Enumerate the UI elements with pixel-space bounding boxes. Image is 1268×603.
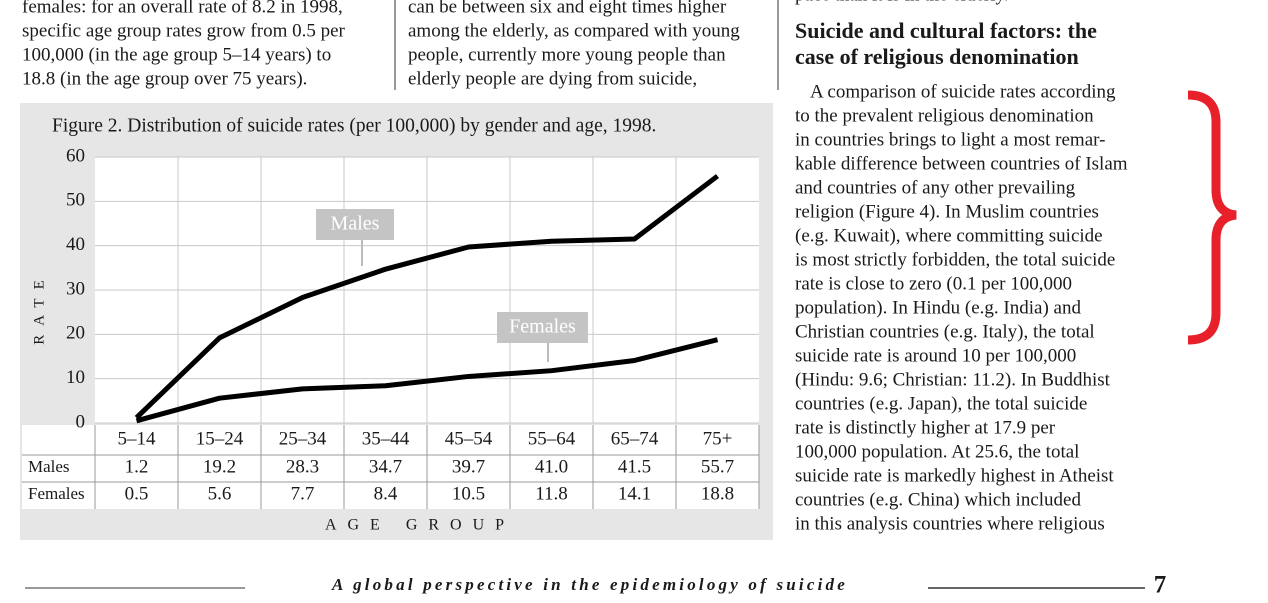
text-line: 100,000 population. At 25.6, the total [795, 441, 1079, 462]
text-line: rate is distinctly higher at 17.9 per [795, 417, 1056, 438]
text-line: and countries of any other prevailing [795, 177, 1076, 198]
text-line: rate is close to zero (0.1 per 100,000 [795, 273, 1072, 294]
table-value: 18.8 [701, 483, 734, 504]
line-series [135, 337, 719, 424]
table-value: 0.5 [125, 483, 149, 504]
text-line: A comparison of suicide rates according [810, 81, 1116, 102]
text-line: pace than it is in the elderly. [795, 0, 1009, 5]
series-label: Females [509, 316, 576, 338]
table-value: 8.4 [374, 483, 398, 504]
table-value: 41.0 [535, 456, 568, 477]
text-line: suicide rate is markedly highest in Athe… [795, 465, 1114, 486]
callout-box [316, 209, 394, 240]
callout-box [497, 312, 588, 343]
table-value: 5.6 [208, 483, 232, 504]
table-value: 14.1 [618, 483, 651, 504]
y-tick-label: 20 [66, 323, 85, 344]
x-tick-label: 5–14 [118, 428, 157, 449]
text-line: 18.8 (in the age group over 75 years). [22, 68, 307, 89]
text-line: (e.g. Kuwait), where committing suicide [795, 225, 1103, 246]
table-value: 28.3 [286, 456, 319, 477]
text-line: to the prevalent religious denomination [795, 105, 1094, 126]
text-line: countries (e.g. China) which included [795, 489, 1081, 510]
text-line: people, currently more young people than [408, 44, 726, 65]
table-value: 41.5 [618, 456, 651, 477]
section-heading: case of religious denomination [795, 44, 1079, 69]
text-line: population). In Hindu (e.g. India) and [795, 297, 1081, 318]
series-label: Males [331, 213, 380, 235]
figure-title: Figure 2. Distribution of suicide rates … [52, 115, 656, 136]
text-line: elderly people are dying from suicide, [408, 68, 697, 89]
y-axis-label: RATE [31, 271, 47, 345]
text-line: suicide rate is around 10 per 100,000 [795, 345, 1076, 366]
text-line: among the elderly, as compared with youn… [408, 20, 740, 41]
row-label: Males [28, 457, 70, 476]
y-tick-label: 30 [66, 278, 85, 299]
line-series [134, 174, 720, 420]
x-axis-label: AGE GROUP [325, 517, 515, 534]
footer-text: A global perspective in the epidemiology… [331, 575, 848, 594]
red-brace [1187, 90, 1237, 345]
text-line: females: for an overall rate of 8.2 in 1… [22, 0, 343, 17]
row-label: Females [28, 484, 85, 503]
text-line: in this analysis countries where religio… [795, 513, 1105, 534]
text-line: specific age group rates grow from 0.5 p… [22, 20, 346, 41]
x-tick-label: 15–24 [196, 428, 244, 449]
section-heading: Suicide and cultural factors: the [795, 18, 1097, 43]
y-tick-label: 0 [76, 411, 86, 432]
text-line: can be between six and eight times highe… [408, 0, 727, 17]
y-tick-label: 10 [66, 367, 85, 388]
table-value: 39.7 [452, 456, 485, 477]
text-line: religion (Figure 4). In Muslim countries [795, 201, 1099, 222]
x-tick-label: 35–44 [362, 428, 410, 449]
text-line: kable difference between countries of Is… [795, 153, 1128, 174]
y-tick-label: 50 [66, 190, 85, 211]
x-tick-label: 55–64 [528, 428, 576, 449]
table-value: 34.7 [369, 456, 402, 477]
text-line: (Hindu: 9.6; Christian: 11.2). In Buddhi… [795, 369, 1111, 390]
x-tick-label: 65–74 [611, 428, 659, 449]
y-tick-label: 60 [66, 145, 85, 166]
y-tick-label: 40 [66, 234, 85, 255]
text-line: Christian countries (e.g. Italy), the to… [795, 321, 1095, 342]
text-line: in countries brings to light a most rema… [795, 129, 1105, 150]
text-line: countries (e.g. Japan), the total suicid… [795, 393, 1087, 414]
table-value: 55.7 [701, 456, 734, 477]
table-value: 19.2 [203, 456, 236, 477]
x-tick-label: 75+ [703, 428, 733, 449]
text-line: 100,000 (in the age group 5–14 years) to [22, 44, 331, 65]
table-value: 10.5 [452, 483, 485, 504]
x-tick-label: 25–34 [279, 428, 327, 449]
table-value: 1.2 [125, 456, 149, 477]
data-table [22, 425, 759, 509]
text-line: is most strictly forbidden, the total su… [795, 249, 1115, 270]
x-tick-label: 45–54 [445, 428, 493, 449]
table-value: 7.7 [291, 483, 315, 504]
table-value: 11.8 [535, 483, 568, 504]
page-number: 7 [1154, 572, 1167, 599]
